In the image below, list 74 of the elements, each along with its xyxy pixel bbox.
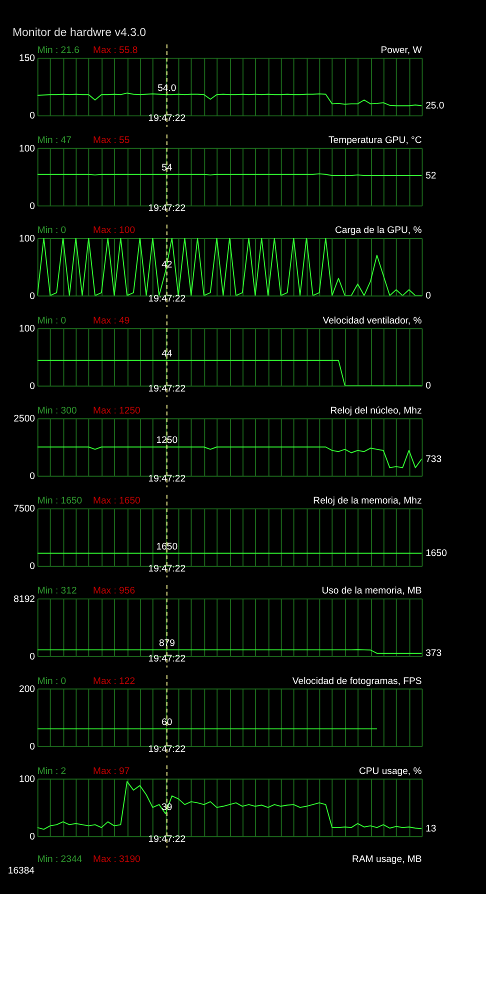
y-tick-label: 0 — [30, 471, 35, 482]
y-tick-label: 100 — [19, 233, 35, 244]
y-tick-label: 7500 — [14, 504, 35, 515]
text: Min : 312 — [37, 586, 77, 597]
y-tick-label: 0 — [30, 290, 35, 302]
annotation: 1250 — [156, 435, 178, 446]
text: 25.0 — [426, 100, 444, 112]
text: 52 — [426, 170, 436, 182]
text: 0 — [426, 290, 431, 302]
annotation: 60 — [162, 716, 172, 728]
text: Max : 49 — [92, 315, 130, 326]
chart-title: CPU usage, % — [358, 766, 422, 777]
annotation: 44 — [162, 348, 173, 360]
text: Min : 0 — [37, 676, 66, 687]
y-tick-label: 100 — [19, 774, 35, 786]
text: Max : 3190 — [92, 854, 140, 866]
chart-title: Velocidad ventilador, % — [322, 315, 422, 326]
annotation: 19:47:22 — [148, 383, 186, 394]
text: Min : 2 — [37, 766, 66, 777]
y-tick-label: 100 — [19, 323, 35, 334]
chart-title: Uso de la memoria, MB — [322, 586, 422, 597]
text: 0 — [426, 380, 431, 392]
y-tick-label: 150 — [19, 53, 35, 64]
text: Monitor de hardwre v4.3.0 — [12, 26, 146, 39]
text: 373 — [426, 648, 442, 660]
annotation: 1650 — [156, 541, 178, 552]
y-tick-label: 0 — [30, 381, 35, 392]
text: Max : 100 — [92, 225, 136, 236]
text: Max : 97 — [92, 766, 130, 777]
text: Max : 55 — [92, 135, 130, 146]
annotation: 19:47:22 — [148, 203, 186, 214]
y-tick-label: 0 — [30, 741, 35, 752]
text: 733 — [426, 454, 442, 465]
y-tick-label: 0 — [30, 561, 35, 572]
annotation: 19:47:22 — [148, 293, 186, 304]
chart-title: Temperatura GPU, °C — [328, 135, 422, 146]
text: Min : 0 — [37, 225, 66, 236]
chart-title: Reloj del núcleo, Mhz — [330, 405, 422, 416]
text: 13 — [426, 824, 436, 835]
annotation: 19:47:22 — [148, 113, 186, 124]
text: Min : 47 — [37, 135, 72, 146]
annotation: 54 — [162, 162, 173, 174]
annotation: 19:47:22 — [148, 834, 186, 845]
text: Min : 1650 — [37, 496, 82, 507]
text: Max : 1250 — [92, 405, 140, 416]
annotation: 19:47:22 — [148, 564, 186, 575]
text: Max : 122 — [92, 676, 136, 687]
text: Min : 2344 — [37, 854, 83, 866]
text: 16384 — [8, 866, 36, 877]
text: Max : 1650 — [92, 496, 140, 507]
y-tick-label: 0 — [30, 651, 35, 662]
text: Max : 55.8 — [92, 45, 138, 56]
text: Max : 956 — [92, 586, 136, 597]
chart-title: Velocidad de fotogramas, FPS — [292, 676, 422, 687]
y-tick-label: 0 — [30, 110, 35, 122]
annotation: 54.0 — [158, 82, 176, 94]
text: 1650 — [426, 548, 447, 560]
y-tick-label: 0 — [30, 200, 35, 212]
annotation: 19:47:22 — [148, 744, 186, 755]
y-tick-label: 2500 — [14, 414, 35, 425]
chart-title: Reloj de la memoria, Mhz — [313, 496, 422, 507]
y-tick-label: 0 — [30, 832, 35, 843]
y-tick-label: 200 — [19, 684, 35, 695]
text: RAM usage, MB — [352, 854, 422, 866]
text: Min : 0 — [37, 315, 66, 326]
annotation: 879 — [158, 638, 175, 649]
chart-title: Power, W — [380, 45, 422, 56]
y-tick-label: 100 — [19, 143, 35, 154]
chart-title: Carga de la GPU, % — [334, 225, 422, 236]
y-tick-label: 8192 — [14, 594, 35, 605]
text: Min : 300 — [37, 405, 77, 416]
annotation: 19:47:22 — [148, 654, 186, 665]
text: Min : 21.6 — [37, 45, 80, 56]
annotation: 19:47:22 — [148, 474, 186, 485]
